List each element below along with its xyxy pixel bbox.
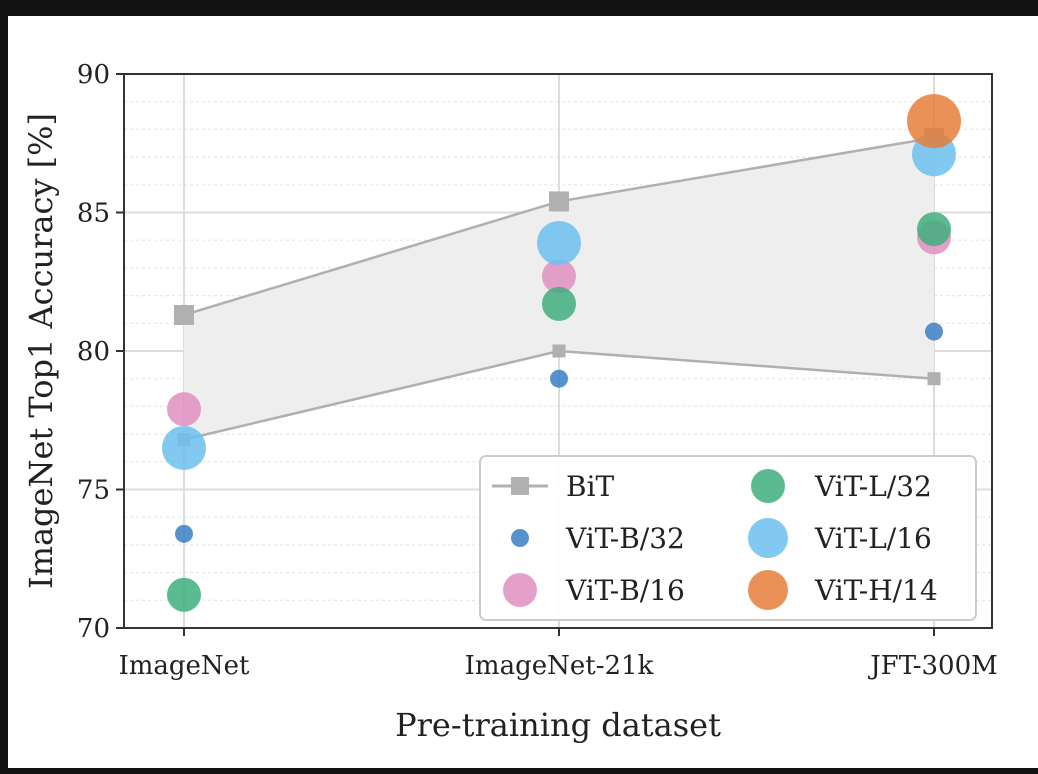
legend-marker-vit-b-16 (503, 573, 537, 607)
vit-l-32-point (917, 212, 951, 247)
figure: 70 75 80 85 90 ImageNet ImageNet-21k JFT-300M P… (8, 16, 1038, 768)
vit-b-16-point (542, 259, 576, 294)
y-axis-label: ImageNet Top1 Accuracy [%] (22, 113, 60, 589)
vit-l-16-point (162, 425, 206, 470)
vit-b-32-point (925, 322, 943, 341)
vit-b-32-point (175, 524, 193, 543)
legend: BiT ViT-B/32 ViT-B/16 ViT-L/32 ViT-L/16 ViT-H… (479, 455, 977, 621)
vit-h-14-point (907, 94, 961, 149)
vit-l-32-point (167, 577, 201, 612)
legend-marker-vit-b-32 (511, 529, 529, 547)
legend-label-vit-h-14: ViT-H/14 (814, 574, 938, 607)
vit-b-16-point (167, 392, 201, 427)
x-tick-label: JFT-300M (867, 651, 998, 681)
axes: 70 75 80 85 90 ImageNet ImageNet-21k JFT-300M (77, 60, 998, 681)
y-tick-label: 75 (77, 476, 110, 506)
legend-marker-bit-square (511, 477, 529, 495)
legend-label-vit-l-32: ViT-L/32 (814, 470, 932, 503)
bit-lower-marker (552, 344, 566, 358)
bit-upper-marker (549, 191, 569, 212)
legend-marker-vit-l-32 (751, 469, 785, 503)
y-tick-label: 85 (77, 199, 110, 229)
legend-box (479, 455, 977, 621)
y-tick-label: 70 (77, 614, 110, 644)
y-tick-label: 90 (77, 60, 110, 90)
legend-label-vit-b-32: ViT-B/32 (565, 522, 685, 555)
vit-b-32-point (550, 369, 568, 388)
legend-label-vit-l-16: ViT-L/16 (814, 522, 932, 555)
x-axis-label: Pre-training dataset (395, 706, 721, 744)
bit-lower-marker (927, 372, 941, 386)
scatter-chart: 70 75 80 85 90 ImageNet ImageNet-21k JFT-300M P… (22, 60, 998, 744)
legend-label-bit: BiT (566, 470, 615, 503)
bit-upper-marker (174, 304, 194, 325)
x-tick-label: ImageNet (118, 651, 250, 681)
y-tick-label: 80 (77, 337, 110, 367)
legend-marker-vit-h-14 (748, 570, 788, 610)
vit-l-32-point (542, 286, 576, 321)
vit-l-16-point (537, 220, 581, 265)
legend-marker-vit-l-16 (748, 518, 788, 558)
x-tick-label: ImageNet-21k (465, 651, 654, 681)
data-points (162, 94, 961, 612)
legend-label-vit-b-16: ViT-B/16 (565, 574, 685, 607)
